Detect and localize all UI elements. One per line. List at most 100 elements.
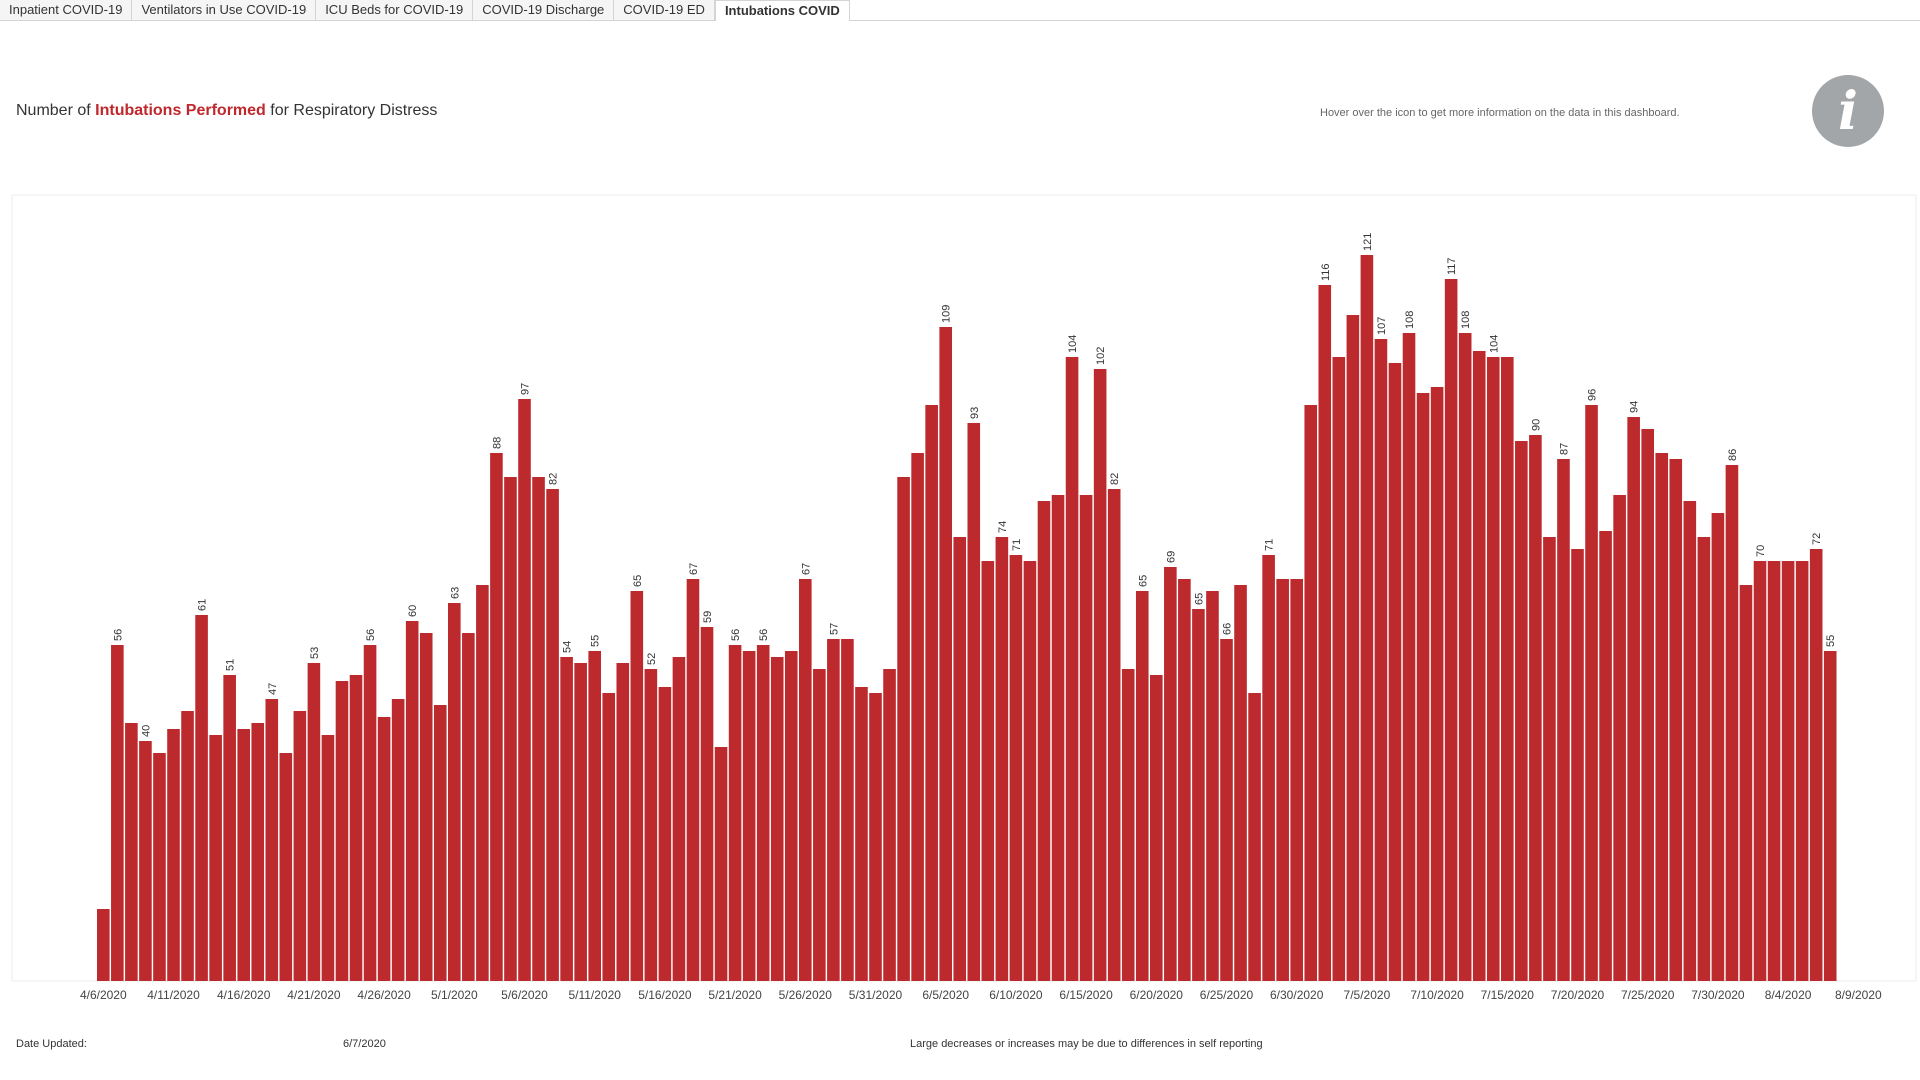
bar[interactable]: [1557, 459, 1570, 981]
bar[interactable]: [1234, 585, 1247, 981]
bar[interactable]: [1655, 453, 1669, 981]
bar[interactable]: [672, 657, 686, 981]
bar[interactable]: [588, 651, 601, 981]
bar[interactable]: [1430, 387, 1444, 981]
bar[interactable]: [1458, 333, 1472, 981]
tab-intubations-covid[interactable]: Intubations COVID: [714, 0, 850, 21]
bar[interactable]: [153, 753, 166, 981]
tab-icu-beds-for-covid-19[interactable]: ICU Beds for COVID-19: [316, 0, 474, 20]
bar[interactable]: [167, 729, 180, 981]
bar[interactable]: [433, 705, 447, 981]
bar[interactable]: [195, 615, 208, 981]
bar[interactable]: [1781, 561, 1795, 981]
bar[interactable]: [1613, 495, 1626, 981]
bar[interactable]: [377, 717, 391, 981]
bar[interactable]: [490, 453, 503, 981]
bar[interactable]: [813, 669, 826, 981]
bar[interactable]: [644, 669, 658, 981]
bar[interactable]: [223, 675, 236, 981]
bar[interactable]: [1753, 561, 1767, 981]
bar[interactable]: [981, 561, 995, 981]
bar[interactable]: [125, 723, 138, 981]
bar[interactable]: [462, 633, 475, 981]
bar[interactable]: [869, 693, 882, 981]
bar[interactable]: [784, 651, 798, 981]
bar[interactable]: [602, 693, 616, 981]
bar[interactable]: [1135, 591, 1149, 981]
bar[interactable]: [1585, 405, 1598, 981]
tab-covid-19-ed[interactable]: COVID-19 ED: [614, 0, 715, 20]
bar[interactable]: [728, 645, 742, 981]
bar[interactable]: [1486, 357, 1500, 981]
bar[interactable]: [1515, 441, 1528, 981]
bar[interactable]: [686, 579, 700, 981]
bar[interactable]: [967, 423, 981, 981]
bar[interactable]: [1444, 279, 1458, 981]
bar[interactable]: [97, 909, 110, 981]
bar[interactable]: [883, 669, 896, 981]
bar[interactable]: [1220, 639, 1233, 981]
bar[interactable]: [1501, 357, 1514, 981]
bar[interactable]: [1641, 429, 1654, 981]
bar[interactable]: [1206, 591, 1219, 981]
bar[interactable]: [1739, 585, 1753, 981]
bar[interactable]: [307, 663, 321, 981]
bar[interactable]: [391, 699, 405, 981]
bar[interactable]: [1374, 339, 1388, 981]
bar[interactable]: [1262, 555, 1275, 981]
bar[interactable]: [405, 621, 419, 981]
bar[interactable]: [237, 729, 250, 981]
bar[interactable]: [532, 477, 545, 981]
bar[interactable]: [1178, 579, 1191, 981]
bar[interactable]: [1318, 285, 1332, 981]
tab-ventilators-in-use-covid-19[interactable]: Ventilators in Use COVID-19: [132, 0, 317, 20]
bar[interactable]: [770, 657, 784, 981]
bar[interactable]: [476, 585, 489, 981]
bar[interactable]: [1529, 435, 1542, 981]
bar[interactable]: [939, 327, 952, 981]
bar[interactable]: [1360, 255, 1374, 981]
bar[interactable]: [1599, 531, 1612, 981]
bar[interactable]: [1809, 549, 1823, 981]
bar[interactable]: [181, 711, 194, 981]
bar[interactable]: [1037, 501, 1051, 981]
bar[interactable]: [1416, 393, 1430, 981]
bar[interactable]: [1697, 537, 1711, 981]
bar[interactable]: [1121, 669, 1135, 981]
bar[interactable]: [448, 603, 461, 981]
bar[interactable]: [1164, 567, 1177, 981]
bar[interactable]: [953, 537, 967, 981]
bar[interactable]: [1767, 561, 1781, 981]
bar[interactable]: [1472, 351, 1486, 981]
bar[interactable]: [1107, 489, 1121, 981]
bar[interactable]: [756, 645, 770, 981]
bar[interactable]: [855, 687, 868, 981]
bar[interactable]: [518, 399, 531, 981]
bar[interactable]: [700, 627, 714, 981]
bar[interactable]: [1079, 495, 1093, 981]
bar[interactable]: [1543, 537, 1556, 981]
bar[interactable]: [714, 747, 728, 981]
bar[interactable]: [1332, 357, 1346, 981]
bar[interactable]: [1023, 561, 1037, 981]
bar[interactable]: [1051, 495, 1065, 981]
info-icon[interactable]: i: [1812, 75, 1884, 147]
bar[interactable]: [1065, 357, 1079, 981]
bar[interactable]: [349, 675, 363, 981]
tab-covid-19-discharge[interactable]: COVID-19 Discharge: [473, 0, 615, 20]
bar[interactable]: [1290, 579, 1303, 981]
bar[interactable]: [504, 477, 517, 981]
bar[interactable]: [897, 477, 910, 981]
bar[interactable]: [630, 591, 644, 981]
bar[interactable]: [1711, 513, 1725, 981]
bar[interactable]: [827, 639, 840, 981]
bar[interactable]: [616, 663, 630, 981]
bar[interactable]: [1009, 555, 1023, 981]
bar[interactable]: [1276, 579, 1289, 981]
bar[interactable]: [1388, 363, 1402, 981]
bar[interactable]: [363, 645, 377, 981]
bar[interactable]: [925, 405, 938, 981]
bar[interactable]: [742, 651, 756, 981]
bar[interactable]: [1669, 459, 1683, 981]
bar[interactable]: [1248, 693, 1261, 981]
